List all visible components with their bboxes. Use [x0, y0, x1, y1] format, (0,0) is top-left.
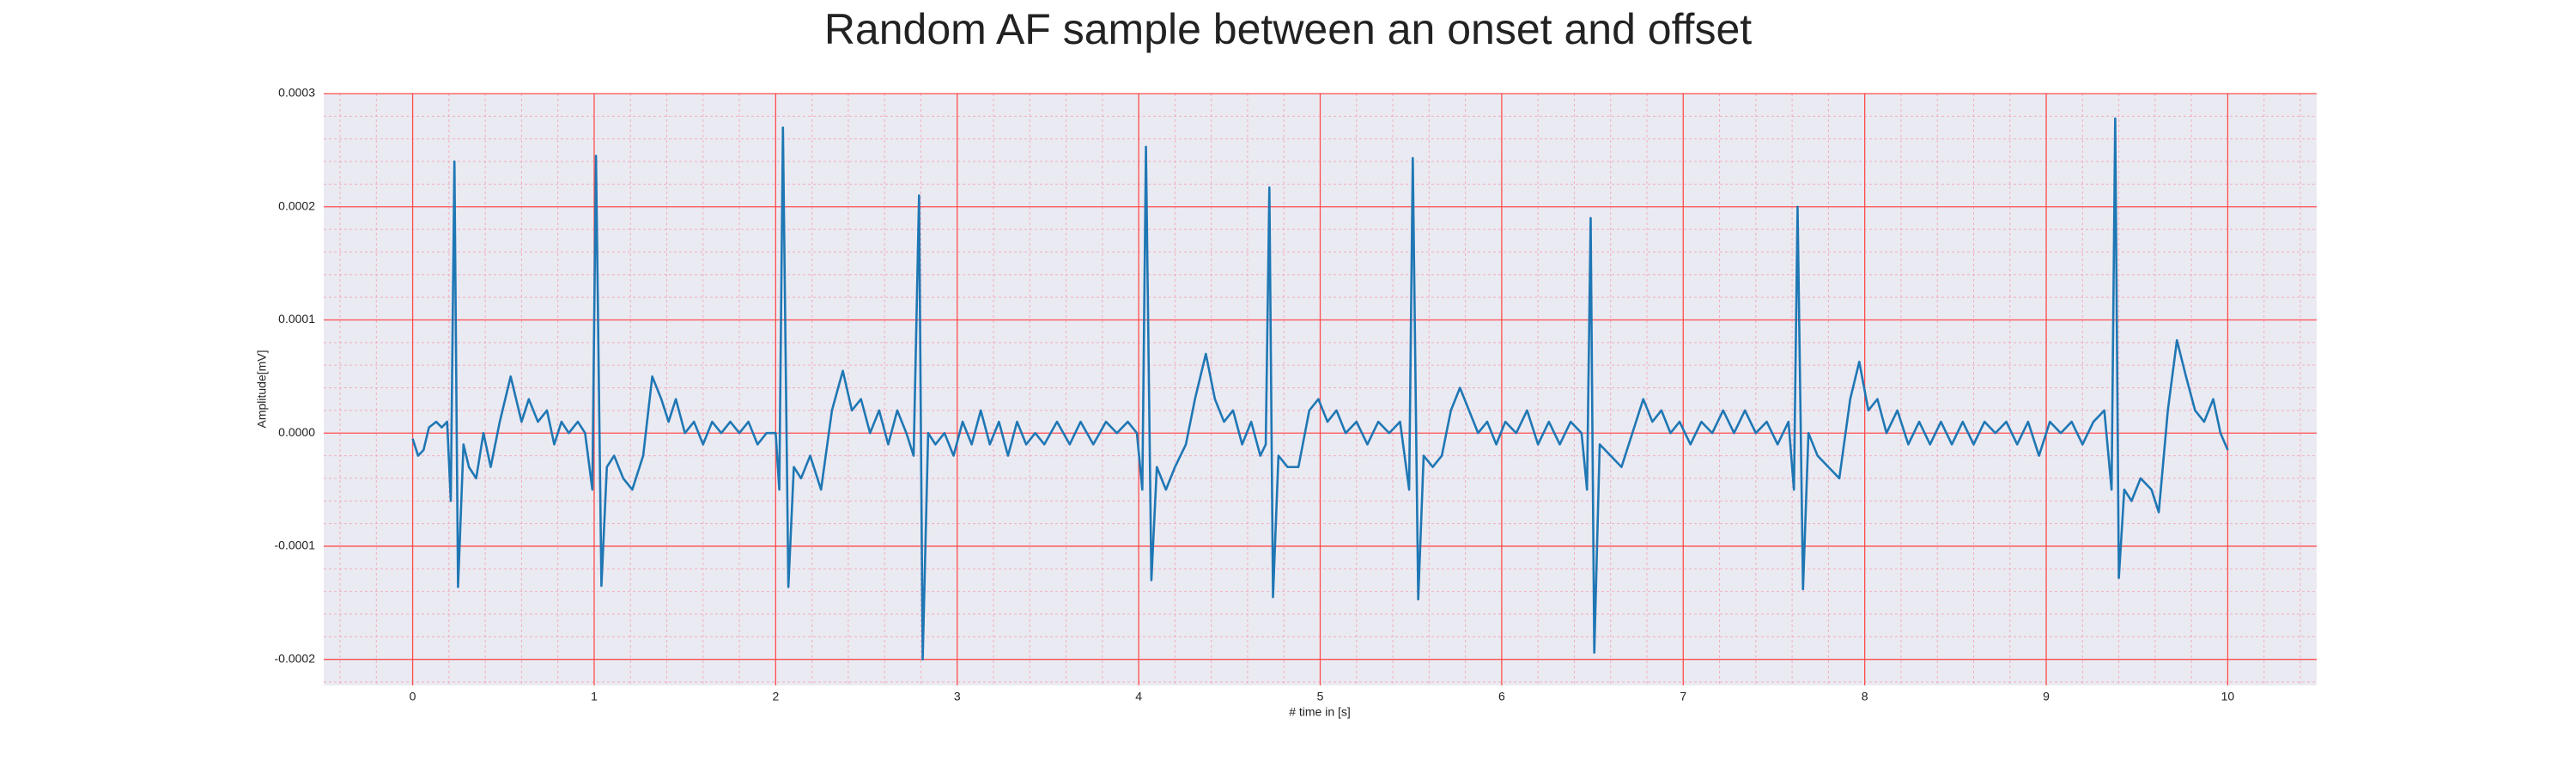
x-tick-label: 2 — [772, 690, 779, 703]
x-tick-label: 4 — [1135, 690, 1142, 703]
tick-labels: -0.0002 -0.0001 0.0000 0.0001 0.0002 0.0003 0 1… — [275, 86, 2235, 703]
major-grid — [324, 93, 2317, 685]
x-tick-label: 5 — [1317, 690, 1324, 703]
x-tick-label: 1 — [591, 690, 598, 703]
x-tick-label: 7 — [1680, 690, 1686, 703]
signal-line — [411, 117, 2229, 660]
y-tick-label: 0.0001 — [278, 312, 315, 326]
y-tick-label: 0.0002 — [278, 198, 315, 212]
y-axis-label: Amplitude[mV] — [255, 350, 269, 428]
plot-marks — [411, 117, 2229, 660]
x-tick-label: 10 — [2221, 690, 2235, 703]
x-axis-label: # time in [s] — [1289, 705, 1351, 719]
y-tick-label: 0.0000 — [278, 425, 315, 439]
y-tick-label: -0.0001 — [275, 539, 316, 552]
x-tick-label: 6 — [1498, 690, 1505, 703]
x-tick-label: 0 — [410, 690, 416, 703]
x-tick-label: 9 — [2043, 690, 2050, 703]
y-tick-label: -0.0002 — [275, 651, 316, 665]
x-tick-label: 8 — [1862, 690, 1868, 703]
chart-title: Random AF sample between an onset and of… — [824, 5, 1752, 53]
y-tick-label: 0.0003 — [278, 86, 315, 100]
x-tick-label: 3 — [954, 690, 961, 703]
